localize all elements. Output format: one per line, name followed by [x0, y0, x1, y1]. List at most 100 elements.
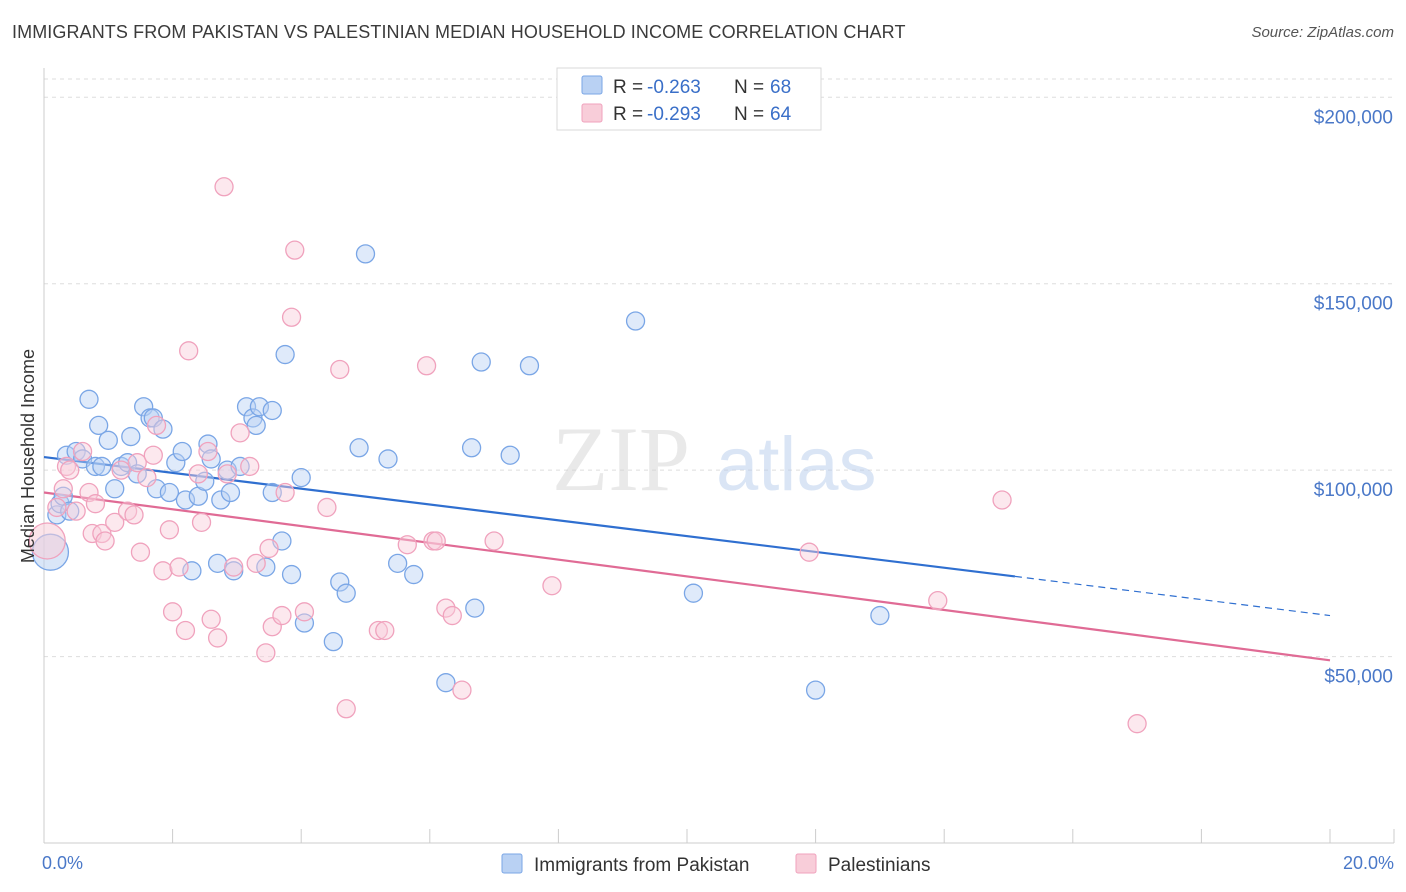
pakistan-point: [121, 426, 141, 447]
pakistan-point: [166, 453, 186, 473]
pakistan-point: [465, 598, 485, 618]
palestinian-point: [85, 494, 106, 514]
pakistan-point: [127, 464, 147, 484]
pakistan-point: [355, 244, 376, 264]
trend-line-extension-0: [1014, 575, 1331, 617]
palestinian-point: [60, 460, 80, 480]
pakistan-point: [98, 430, 118, 450]
palestinian-point: [169, 557, 189, 577]
pakistan-point: [211, 490, 231, 510]
palestinian-point: [416, 356, 437, 376]
x-tick-label-max: 20.0%: [1343, 853, 1394, 873]
palestinian-point: [198, 441, 218, 462]
palestinian-point: [95, 531, 115, 551]
pakistan-point: [275, 344, 295, 365]
pakistan-point: [92, 456, 112, 477]
palestinian-point: [127, 453, 147, 473]
trend-line-1: [43, 491, 1331, 662]
palestinian-point: [175, 620, 196, 641]
palestinian-point: [179, 341, 199, 361]
bottom-legend-swatch-palestinians: [795, 853, 817, 874]
palestinian-point: [368, 620, 389, 641]
watermark-atlas: atlas: [716, 422, 877, 507]
pakistan-point: [519, 356, 540, 376]
pakistan-point: [336, 583, 356, 603]
watermark-zip: ZIP: [552, 408, 690, 510]
legend-swatch-palestinians: [581, 103, 603, 123]
pakistan-point: [349, 438, 369, 458]
palestinian-point: [124, 505, 144, 525]
palestinian-point: [143, 445, 163, 465]
palestinian-point: [294, 602, 315, 622]
legend-r-palestinians: -0.293: [647, 104, 701, 125]
palestinian-point: [130, 542, 151, 562]
palestinian-point: [79, 482, 99, 503]
data-points: [28, 177, 1147, 734]
pakistan-point: [220, 482, 241, 503]
palestinian-point: [275, 482, 295, 503]
palestinian-point: [240, 456, 260, 477]
pakistan-point: [56, 445, 77, 465]
pakistan-point: [207, 553, 228, 574]
palestinian-point: [162, 602, 183, 622]
axes: [43, 68, 1395, 844]
palestinian-point: [336, 699, 356, 719]
pakistan-point: [683, 583, 704, 603]
palestinian-point: [452, 680, 472, 700]
legend-n-palestinians: 64: [770, 104, 792, 125]
palestinian-point: [66, 501, 86, 521]
palestinian-point: [436, 598, 456, 618]
palestinian-point: [246, 553, 266, 574]
pakistan-point: [461, 438, 482, 458]
palestinian-point: [375, 620, 395, 641]
palestinian-point: [105, 512, 125, 532]
pakistan-point: [89, 415, 109, 436]
x-tick-label-min: 0.0%: [42, 853, 83, 873]
bottom-legend-label-palestinians: Palestinians: [828, 855, 930, 876]
palestinian-point: [214, 177, 234, 197]
pakistan-point: [870, 605, 890, 626]
palestinian-point: [47, 497, 67, 518]
palestinian-point: [992, 490, 1012, 510]
palestinian-point: [928, 590, 948, 611]
pakistan-point: [471, 352, 491, 372]
correlation-legend: R = -0.263 N = 68 R = -0.293 N = 64: [556, 67, 822, 131]
pakistan-point: [330, 572, 350, 592]
pakistan-point: [404, 564, 424, 585]
pakistan-point: [195, 471, 215, 491]
pakistan-point: [436, 673, 456, 693]
pakistan-point: [805, 680, 826, 700]
pakistan-point: [378, 449, 398, 469]
svg-text:R =: R =: [613, 77, 643, 98]
pakistan-point: [85, 456, 106, 477]
trend-line-0: [43, 456, 1016, 578]
y-tick-label: $100,000: [1314, 480, 1393, 501]
pakistan-point: [198, 434, 218, 454]
pakistan-point: [387, 553, 408, 574]
pakistan-point: [256, 557, 276, 577]
pakistan-point: [500, 445, 520, 465]
chart-title: IMMIGRANTS FROM PAKISTAN VS PALESTINIAN …: [12, 22, 906, 42]
palestinian-point: [285, 240, 305, 260]
palestinian-point: [207, 628, 228, 648]
pakistan-point: [281, 564, 302, 585]
legend-n-pakistan: 68: [770, 77, 791, 98]
source-label: Source: ZipAtlas.com: [1251, 24, 1394, 41]
palestinian-point: [28, 522, 66, 560]
y-axis-title: Median Household Income: [18, 349, 38, 563]
pakistan-point: [625, 311, 646, 331]
palestinian-point: [256, 643, 276, 663]
pakistan-point: [159, 482, 180, 503]
legend-swatch-pakistan: [581, 75, 603, 95]
y-tick-label: $200,000: [1314, 107, 1393, 128]
bottom-legend-swatch-pakistan: [501, 853, 523, 874]
pakistan-point: [79, 389, 99, 409]
trend-lines: [43, 456, 1331, 662]
pakistan-point: [105, 479, 125, 499]
palestinian-point: [442, 605, 462, 626]
palestinian-point: [217, 464, 237, 484]
y-tick-label: $150,000: [1314, 294, 1393, 315]
palestinian-point: [272, 605, 292, 626]
y-tick-labels: $50,000 $100,000 $150,000 $200,000: [1314, 107, 1393, 687]
